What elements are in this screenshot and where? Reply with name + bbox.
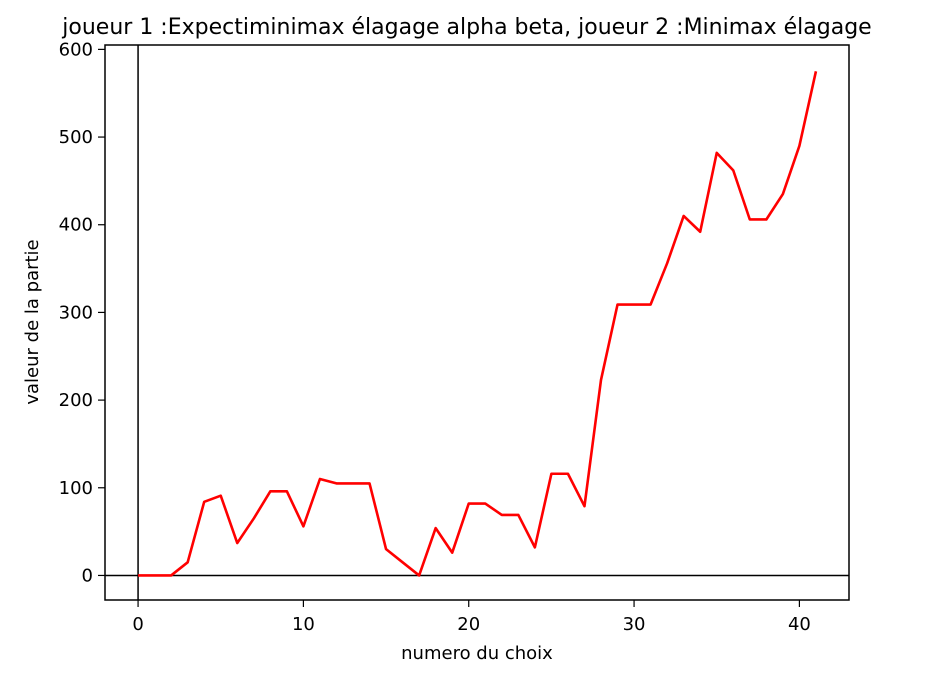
y-tick-label: 0 [82,565,93,586]
x-tick-label: 20 [457,614,480,635]
reference-lines [105,45,849,600]
y-tick-label: 400 [59,215,93,236]
y-axis-ticks: 0 100 200 300 400 500 600 [59,39,105,586]
x-tick-label: 40 [788,614,811,635]
x-tick-label: 30 [623,614,646,635]
y-tick-label: 100 [59,478,93,499]
y-tick-label: 500 [59,127,93,148]
x-axis-label: numero du choix [401,643,553,664]
plot-frame [104,44,850,601]
chart-title: joueur 1 :Expectiminimax élagage alpha b… [61,15,871,40]
y-axis-label: valeur de la partie [22,239,43,404]
series-group [138,71,818,577]
plot-area [104,44,850,601]
x-tick-label: 0 [132,614,143,635]
series-line [138,71,818,577]
y-tick-label: 200 [59,390,93,411]
y-tick-label: 300 [59,302,93,323]
y-tick-label: 600 [59,39,93,60]
x-tick-label: 10 [292,614,315,635]
x-axis-ticks: 0 10 20 30 40 [132,600,811,635]
